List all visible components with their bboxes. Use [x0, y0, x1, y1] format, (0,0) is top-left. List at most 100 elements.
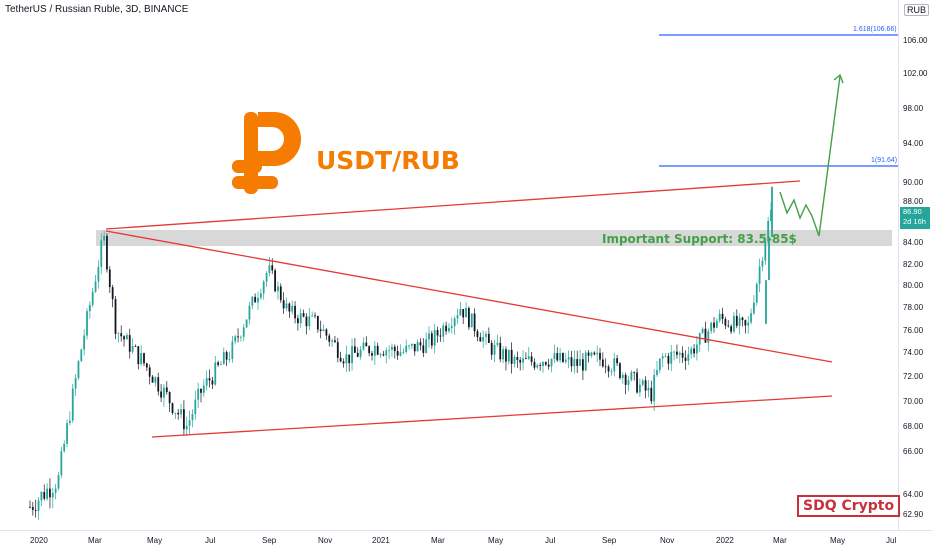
candle-body — [413, 343, 416, 352]
candle-body — [111, 287, 114, 300]
candle-body — [542, 362, 544, 367]
candle-body — [277, 286, 279, 292]
y-tick-label: 80.00 — [903, 281, 924, 290]
candle-body — [430, 333, 433, 346]
y-tick-label: 94.00 — [903, 139, 924, 148]
candle-body — [673, 351, 675, 353]
candle-body — [197, 388, 200, 400]
candle-body — [556, 353, 559, 361]
candle-body — [254, 296, 257, 303]
candle-body — [721, 313, 724, 319]
candle-body — [322, 329, 325, 331]
projection-path — [779, 75, 841, 237]
candle-body — [411, 343, 413, 346]
candle-body — [299, 313, 302, 324]
candle-body — [647, 387, 650, 391]
candle-body — [462, 309, 465, 318]
candle-body — [100, 240, 103, 267]
y-tick-label: 66.00 — [903, 447, 924, 456]
candle-body — [505, 349, 507, 362]
candle-body — [630, 372, 633, 381]
candle-body — [222, 352, 225, 365]
candle-body — [661, 356, 664, 359]
candle-body — [231, 341, 234, 360]
candle-body — [425, 339, 428, 353]
currency-button[interactable]: RUB — [904, 4, 930, 16]
candle-body — [151, 376, 154, 383]
x-tick-label: Sep — [602, 536, 617, 545]
candle-body — [257, 297, 259, 303]
last-price-badge: 86.90 2d 16h — [900, 207, 930, 229]
candle-body — [547, 364, 550, 367]
candle-body — [601, 359, 604, 367]
candle-body — [730, 326, 732, 332]
candle-body — [77, 361, 80, 379]
candle-body — [433, 330, 436, 346]
candle-body — [530, 356, 533, 362]
support-zone — [96, 230, 892, 246]
candle-body — [114, 299, 117, 334]
candle-body — [279, 286, 282, 301]
candle-body — [376, 345, 379, 355]
candle-body — [750, 313, 752, 323]
candle-body — [311, 315, 314, 317]
candle-body — [768, 236, 770, 281]
candle-body — [271, 265, 274, 271]
x-tick-label: Jul — [545, 536, 555, 545]
candle-body — [385, 350, 388, 356]
y-tick-label: 64.00 — [903, 490, 924, 499]
x-tick-label: 2020 — [30, 536, 48, 545]
candle-body — [519, 359, 522, 363]
x-tick-label: Nov — [660, 536, 674, 545]
candle-body — [319, 329, 322, 331]
candle-body — [285, 303, 288, 309]
candle-body — [408, 345, 410, 347]
candle-body — [120, 333, 123, 337]
candle-body — [314, 315, 316, 317]
candle-body — [316, 316, 319, 330]
candle-body — [305, 316, 308, 327]
candle-body — [382, 354, 385, 356]
candle-body — [274, 270, 276, 292]
candle-body — [154, 377, 157, 383]
candle-body — [741, 317, 744, 321]
candle-body — [596, 352, 599, 355]
candle-body — [225, 352, 228, 360]
x-tick-label: 2022 — [716, 536, 734, 545]
candle-body — [513, 356, 516, 364]
candle-body — [735, 315, 738, 326]
candle-body — [208, 378, 211, 381]
candle-body — [345, 354, 348, 364]
y-tick-label: 76.00 — [903, 326, 924, 335]
candle-body — [106, 235, 108, 270]
candle-body — [527, 356, 530, 359]
candle-body — [51, 492, 54, 498]
candle-body — [676, 351, 678, 355]
candle-body — [262, 281, 265, 294]
candle-body — [242, 327, 245, 337]
candle-body — [482, 336, 485, 342]
y-tick-label: 84.00 — [903, 238, 924, 247]
candle-body — [237, 336, 239, 338]
candle-body — [559, 352, 561, 361]
candle-body — [183, 409, 185, 430]
candle-body — [567, 357, 570, 360]
candle-body — [710, 322, 713, 332]
y-tick-label: 102.00 — [903, 69, 928, 78]
candle-body — [656, 370, 658, 376]
candle-body — [137, 346, 140, 365]
candle-body — [704, 328, 707, 343]
candle-body — [131, 346, 134, 352]
candle-body — [265, 273, 268, 282]
candle-body — [436, 330, 439, 336]
y-tick-label: 62.90 — [903, 510, 924, 519]
candle-body — [362, 342, 365, 350]
candle-body — [718, 313, 721, 321]
x-tick-label: May — [830, 536, 845, 545]
candle-body — [373, 345, 376, 356]
candle-body — [573, 359, 576, 367]
candle-body — [46, 488, 48, 499]
x-tick-label: May — [147, 536, 162, 545]
candle-body — [678, 352, 681, 355]
